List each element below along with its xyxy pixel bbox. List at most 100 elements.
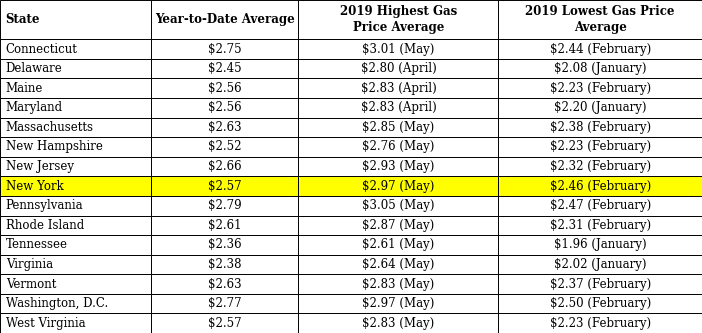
Bar — [298, 274, 498, 294]
Bar — [0, 176, 151, 196]
Bar — [0, 215, 151, 235]
Text: Vermont: Vermont — [6, 277, 56, 291]
Text: $2.93 (May): $2.93 (May) — [362, 160, 435, 173]
Bar — [151, 79, 298, 98]
Text: $2.66: $2.66 — [208, 160, 241, 173]
Text: $2.23 (February): $2.23 (February) — [550, 141, 651, 154]
Bar — [0, 137, 151, 157]
Bar — [298, 196, 498, 215]
Text: Virginia: Virginia — [6, 258, 53, 271]
Text: $2.63: $2.63 — [208, 121, 241, 134]
Text: $2.32 (February): $2.32 (February) — [550, 160, 651, 173]
Bar — [298, 98, 498, 118]
Bar — [298, 118, 498, 137]
Bar — [298, 294, 498, 313]
Bar — [0, 255, 151, 274]
Text: Tennessee: Tennessee — [6, 238, 67, 251]
Text: $2.56: $2.56 — [208, 101, 241, 114]
Text: $2.76 (May): $2.76 (May) — [362, 141, 435, 154]
Bar — [0, 196, 151, 215]
Bar — [0, 39, 151, 59]
Text: $2.02 (January): $2.02 (January) — [554, 258, 647, 271]
Text: $2.83 (May): $2.83 (May) — [362, 277, 435, 291]
Text: Pennsylvania: Pennsylvania — [6, 199, 84, 212]
Text: $2.45: $2.45 — [208, 62, 241, 75]
Bar — [151, 176, 298, 196]
Text: $3.01 (May): $3.01 (May) — [362, 43, 435, 56]
Bar — [498, 274, 702, 294]
Text: $2.75: $2.75 — [208, 43, 241, 56]
Text: $2.23 (February): $2.23 (February) — [550, 82, 651, 95]
Bar — [498, 176, 702, 196]
Bar — [0, 79, 151, 98]
Text: $2.83 (April): $2.83 (April) — [361, 101, 436, 114]
Bar — [298, 157, 498, 176]
Text: $2.50 (February): $2.50 (February) — [550, 297, 651, 310]
Text: Connecticut: Connecticut — [6, 43, 77, 56]
Text: $2.38: $2.38 — [208, 258, 241, 271]
Bar — [0, 313, 151, 333]
Bar — [298, 235, 498, 255]
Bar — [151, 274, 298, 294]
Text: $2.52: $2.52 — [208, 141, 241, 154]
Text: New Hampshire: New Hampshire — [6, 141, 102, 154]
Text: Maine: Maine — [6, 82, 43, 95]
Bar — [151, 39, 298, 59]
Bar — [498, 196, 702, 215]
Text: $2.57: $2.57 — [208, 317, 241, 330]
Text: $2.80 (April): $2.80 (April) — [361, 62, 436, 75]
Bar — [298, 0, 498, 39]
Bar — [0, 157, 151, 176]
Text: $2.61: $2.61 — [208, 219, 241, 232]
Text: Maryland: Maryland — [6, 101, 62, 114]
Text: $2.97 (May): $2.97 (May) — [362, 297, 435, 310]
Bar — [151, 59, 298, 79]
Bar — [298, 79, 498, 98]
Bar — [498, 255, 702, 274]
Bar — [498, 235, 702, 255]
Bar — [0, 294, 151, 313]
Bar — [498, 313, 702, 333]
Text: Washington, D.C.: Washington, D.C. — [6, 297, 108, 310]
Text: $2.20 (January): $2.20 (January) — [554, 101, 647, 114]
Bar — [151, 294, 298, 313]
Bar — [0, 98, 151, 118]
Text: $2.77: $2.77 — [208, 297, 241, 310]
Bar — [498, 0, 702, 39]
Bar — [0, 59, 151, 79]
Text: Year-to-Date Average: Year-to-Date Average — [154, 13, 295, 26]
Text: Delaware: Delaware — [6, 62, 62, 75]
Text: $2.79: $2.79 — [208, 199, 241, 212]
Text: $3.05 (May): $3.05 (May) — [362, 199, 435, 212]
Bar — [498, 157, 702, 176]
Bar — [298, 313, 498, 333]
Text: Massachusetts: Massachusetts — [6, 121, 93, 134]
Text: West Virginia: West Virginia — [6, 317, 85, 330]
Text: $2.97 (May): $2.97 (May) — [362, 179, 435, 193]
Text: $2.36: $2.36 — [208, 238, 241, 251]
Bar — [298, 176, 498, 196]
Bar — [498, 137, 702, 157]
Bar — [498, 118, 702, 137]
Bar — [298, 255, 498, 274]
Bar — [498, 98, 702, 118]
Bar — [498, 39, 702, 59]
Bar — [151, 313, 298, 333]
Text: New Jersey: New Jersey — [6, 160, 74, 173]
Bar — [151, 157, 298, 176]
Text: $2.61 (May): $2.61 (May) — [362, 238, 435, 251]
Text: $2.87 (May): $2.87 (May) — [362, 219, 435, 232]
Bar — [298, 137, 498, 157]
Text: $2.83 (April): $2.83 (April) — [361, 82, 436, 95]
Text: $2.31 (February): $2.31 (February) — [550, 219, 651, 232]
Bar — [151, 98, 298, 118]
Text: $2.23 (February): $2.23 (February) — [550, 317, 651, 330]
Text: $2.37 (February): $2.37 (February) — [550, 277, 651, 291]
Bar — [498, 59, 702, 79]
Bar — [298, 39, 498, 59]
Bar — [498, 294, 702, 313]
Bar — [298, 215, 498, 235]
Text: 2019 Lowest Gas Price
Average: 2019 Lowest Gas Price Average — [526, 5, 675, 34]
Bar — [151, 235, 298, 255]
Text: $2.56: $2.56 — [208, 82, 241, 95]
